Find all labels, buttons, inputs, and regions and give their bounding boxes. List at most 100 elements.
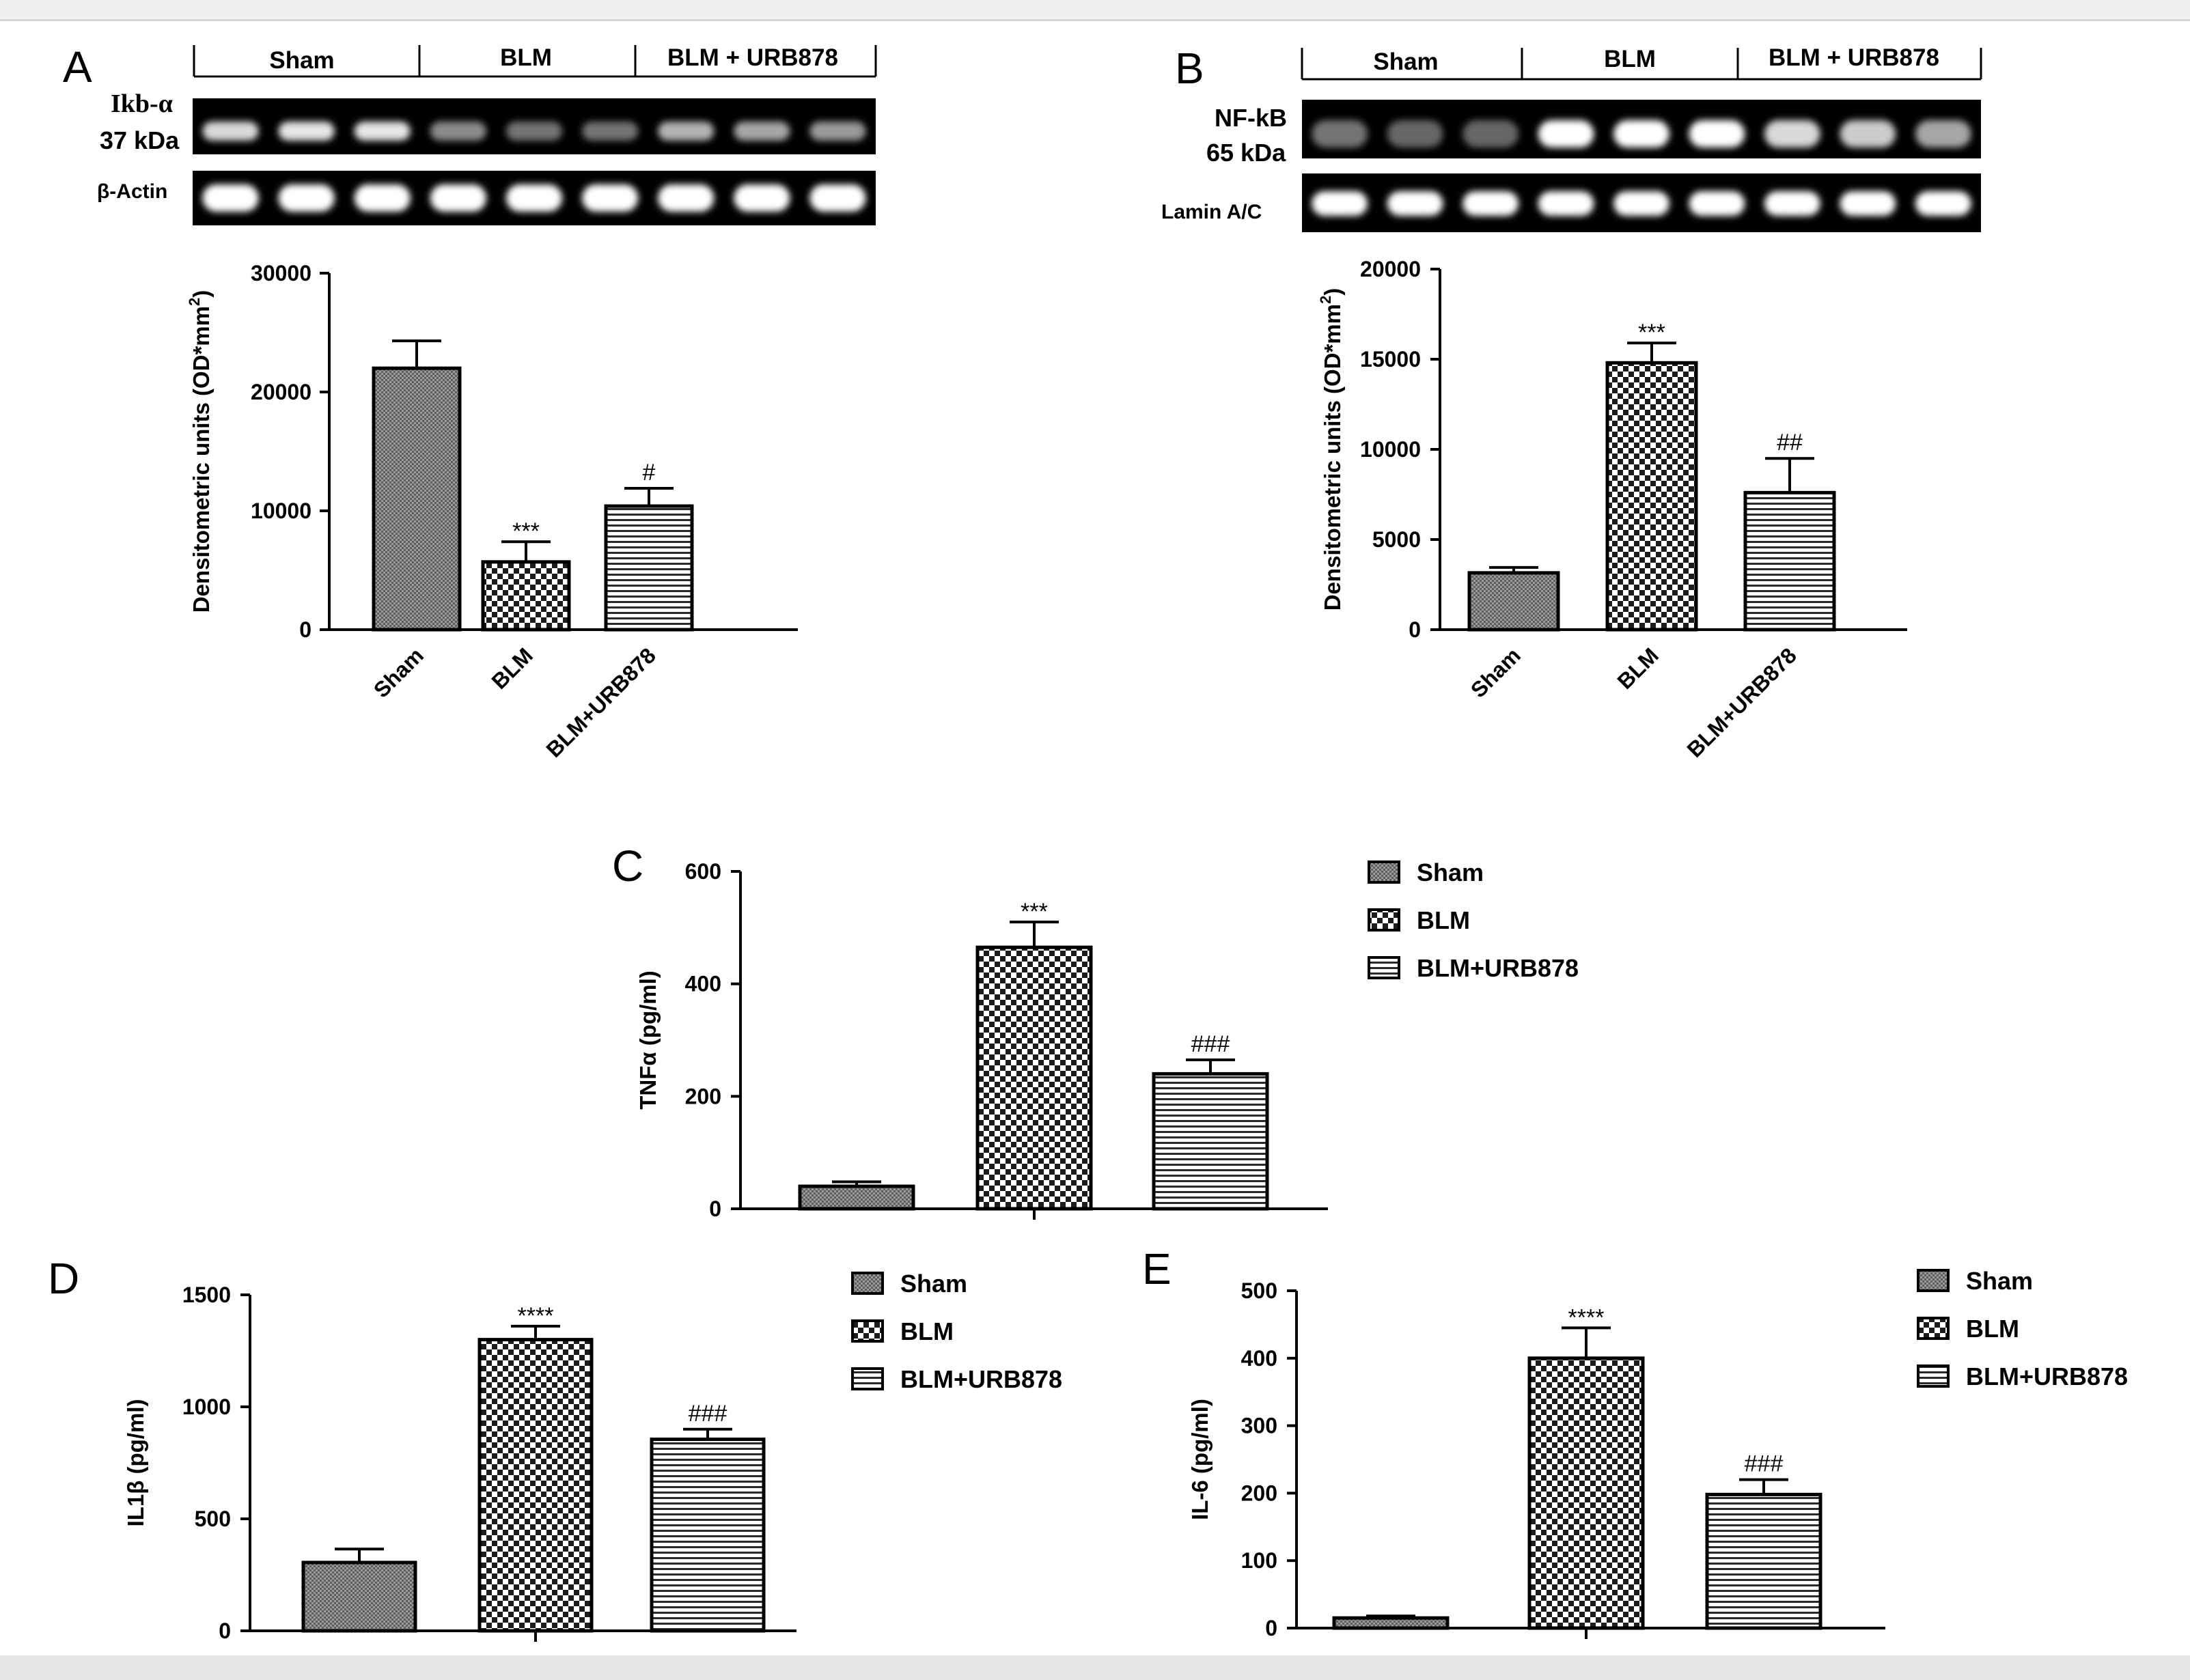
bar-sham	[1467, 571, 1560, 632]
bar-blm-urb878	[1152, 1072, 1269, 1211]
bar-blm	[477, 1338, 594, 1633]
blot-b-loading-band	[1689, 191, 1745, 216]
y-tick-label: 15000	[1360, 347, 1421, 372]
blot-a-protein-band	[354, 122, 411, 141]
blot-a-group-blm: BLM	[500, 44, 552, 71]
blot-a-protein-band	[505, 122, 563, 141]
category-label: BLM+URB878	[541, 643, 660, 761]
bar-blm-urb878	[604, 504, 694, 632]
category-label: BLM	[1612, 643, 1663, 693]
chart-a: 0 10000 20000 30000 Densitometric units (OD*…	[186, 261, 798, 762]
y-tick-label: 20000	[1360, 257, 1421, 281]
blot-b-protein-band	[1538, 120, 1594, 148]
y-tick-label: 400	[1241, 1346, 1277, 1371]
y-tick-label: 30000	[251, 261, 311, 285]
bottom-bar	[0, 1655, 2190, 1680]
bar-sham	[372, 366, 462, 632]
blot-b-group-blm: BLM	[1604, 46, 1656, 72]
panel-letter-c: C	[612, 841, 644, 891]
blot-a-loading-band	[354, 184, 411, 212]
y-tick-label: 600	[685, 859, 721, 884]
blot-a: Sham BLM BLM + URB878	[193, 44, 877, 225]
significance-label: ###	[1745, 1451, 1784, 1477]
blot-a-loading-label: β-Actin	[97, 180, 168, 203]
significance-label: ****	[1568, 1304, 1605, 1330]
category-label: Sham	[1466, 643, 1525, 702]
blot-b-protein-weight: 65 kDa	[1206, 139, 1286, 167]
chart-e: 0 100 200 300 400 500 IL-6 (pg/ml) **** ### Sham B…	[1187, 1267, 2128, 1640]
bar-blm-urb878	[1705, 1492, 1822, 1630]
y-tick-label: 0	[1265, 1616, 1277, 1640]
blot-b-protein-band	[1915, 120, 1971, 148]
significance-label: ***	[1021, 899, 1048, 925]
blot-b-protein-band	[1312, 120, 1368, 148]
blot-a-loading-band	[582, 184, 639, 212]
blot-b-loading-band	[1312, 191, 1368, 216]
legend-swatch	[1917, 1269, 1950, 1292]
blot-a-loading-band	[809, 184, 866, 212]
blot-a-group-sham: Sham	[269, 47, 334, 74]
legend-swatch	[851, 1367, 884, 1390]
bar-blm-urb878	[1743, 490, 1836, 632]
blot-a-protein-band	[278, 122, 335, 141]
y-tick-label: 5000	[1372, 527, 1421, 552]
blot-b-protein-band	[1689, 120, 1745, 148]
y-axis-title-main: Densitometric units (OD*mm	[189, 306, 214, 613]
legend-swatch	[851, 1272, 884, 1295]
bar-blm-urb878	[650, 1438, 766, 1633]
chart-d: 0 500 1000 1500 IL1β (pg/ml) **** ### Sham BLM BL…	[123, 1270, 1062, 1643]
bar-blm	[1527, 1356, 1645, 1630]
y-axis-title: Densitometric units (OD*mm2)	[186, 290, 214, 613]
category-label: Sham	[369, 643, 428, 702]
blot-a-protein-band	[202, 122, 259, 141]
blot-b-loading-band	[1387, 191, 1443, 216]
blot-b-protein-band	[1463, 120, 1519, 148]
y-tick-label: 200	[1241, 1481, 1277, 1505]
y-tick-label: 0	[1409, 617, 1421, 642]
legend-label: Sham	[900, 1270, 967, 1298]
blot-b-protein-band	[1840, 120, 1896, 148]
blot-a-protein-band	[658, 122, 715, 141]
blot-a-loading-band	[202, 184, 259, 212]
top-bar	[0, 0, 2190, 21]
legend-label: BLM+URB878	[1966, 1362, 2128, 1390]
panel-letter-b: B	[1175, 44, 1204, 93]
legend-swatch	[851, 1319, 884, 1343]
y-tick-label: 0	[709, 1196, 721, 1221]
significance-label: ###	[689, 1401, 727, 1427]
blot-a-protein-band	[809, 122, 866, 141]
significance-label: #	[643, 460, 656, 486]
y-tick-label: 500	[1241, 1278, 1277, 1303]
legend-label: Sham	[1417, 858, 1484, 886]
y-tick-label: 200	[685, 1084, 721, 1108]
y-axis-title: Densitometric units (OD*mm2)	[1317, 288, 1345, 611]
significance-label: ##	[1777, 430, 1803, 456]
blot-a-protein-band	[582, 122, 639, 141]
blot-a-protein-label: Ikb-α	[111, 89, 173, 118]
y-tick-label: 500	[195, 1507, 231, 1531]
legend-label: BLM+URB878	[1417, 954, 1579, 982]
blot-a-loading-band	[734, 184, 790, 212]
blot-a-protein-band	[734, 122, 790, 141]
blot-a-loading-band	[505, 184, 563, 212]
legend-swatch	[1917, 1317, 1950, 1340]
blot-a-loading-band	[430, 184, 486, 212]
category-label: BLM	[486, 643, 537, 693]
panel-letter-a: A	[63, 42, 92, 92]
blot-b-group-blm-urb: BLM + URB878	[1769, 44, 1939, 71]
y-axis-title-close: )	[189, 290, 214, 298]
panel-letter-d: D	[48, 1254, 80, 1303]
bar-blm	[975, 945, 1093, 1211]
legend-swatch	[1368, 956, 1400, 979]
y-tick-label: 1000	[182, 1395, 231, 1419]
y-tick-label: 100	[1241, 1548, 1277, 1573]
legend-swatch	[1368, 860, 1400, 884]
blot-b-protein-band	[1613, 120, 1669, 148]
y-tick-label: 300	[1241, 1414, 1277, 1438]
blot-b-loading-band	[1764, 191, 1820, 216]
y-axis-title-sup: 2	[186, 298, 203, 306]
blot-b-loading-band	[1915, 191, 1971, 216]
legend-swatch	[1917, 1364, 1950, 1388]
bar-sham	[1332, 1616, 1450, 1630]
